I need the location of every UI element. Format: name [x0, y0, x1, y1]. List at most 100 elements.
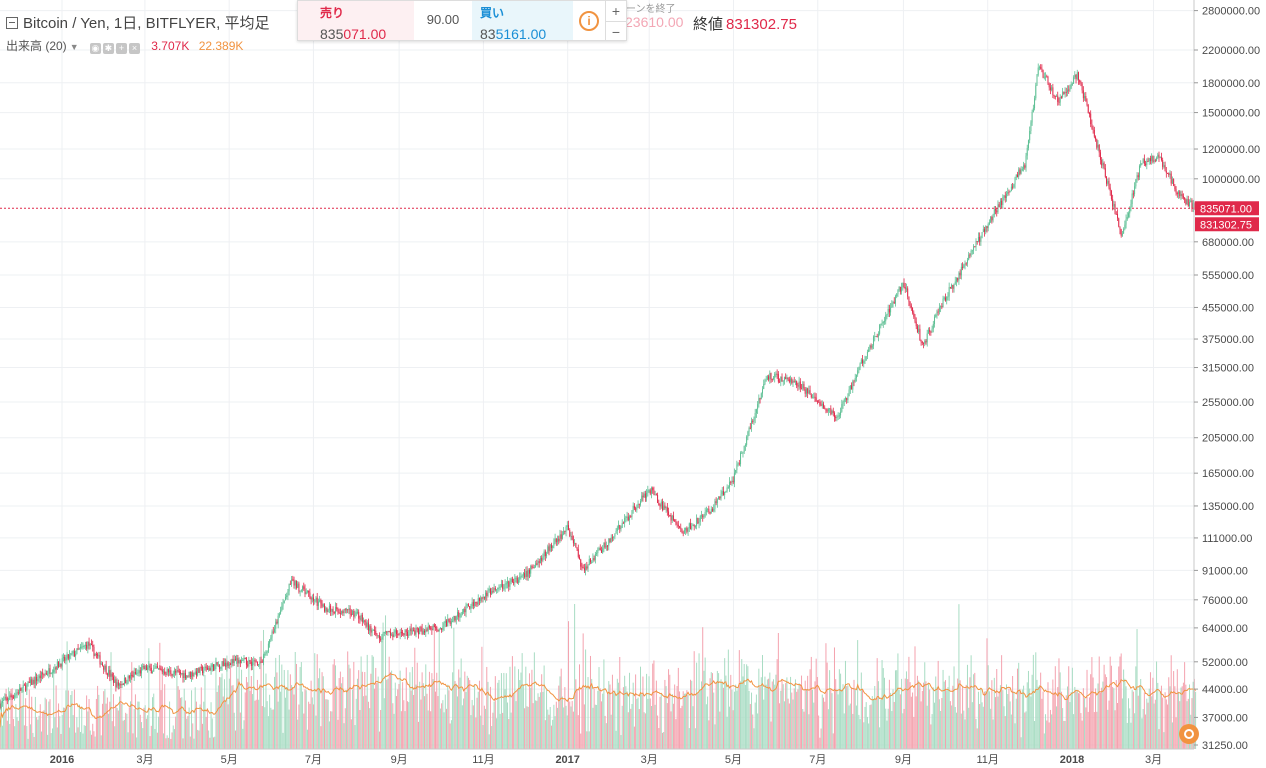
volume-bar: [6, 720, 8, 749]
candle-body: [1090, 113, 1092, 125]
time-axis[interactable]: 2016 3月 5月 7月 9月 11月 2017 3月 5月 7月 9月 11月 2018 3月: [0, 748, 1194, 766]
candle-body: [37, 679, 39, 682]
candle-body: [1147, 160, 1149, 162]
candle-body: [200, 667, 202, 669]
volume-bar: [959, 680, 961, 749]
volume-bar: [1145, 714, 1147, 749]
volume-bar: [629, 672, 631, 749]
candle-body: [598, 548, 600, 550]
volume-bar: [1099, 692, 1101, 749]
candle-body: [1173, 179, 1175, 186]
volume-bar: [452, 672, 454, 749]
candle-body: [685, 527, 687, 531]
volume-bar: [524, 708, 526, 749]
candle-body: [410, 628, 412, 632]
candle-body: [521, 575, 523, 577]
volume-bar: [1157, 682, 1159, 749]
candle-body: [292, 579, 294, 581]
buy-button[interactable]: 買い 835161.00: [472, 1, 573, 42]
candle-body: [735, 470, 737, 473]
candle-body: [912, 307, 914, 313]
volume-bar: [1117, 702, 1119, 749]
candle-body: [1014, 177, 1016, 185]
price-axis[interactable]: 2800000.002200000.001800000.001500000.00…: [1193, 0, 1260, 752]
candle-body: [172, 673, 174, 676]
candle-body: [182, 673, 184, 679]
volume-bar: [732, 710, 734, 749]
volume-bar: [809, 669, 811, 749]
volume-bar: [1012, 675, 1014, 749]
candle-body: [715, 501, 717, 504]
volume-bar: [826, 662, 828, 749]
sell-button[interactable]: 売り 835071.00: [298, 1, 414, 42]
volume-bar: [198, 730, 200, 749]
chevron-down-icon[interactable]: ▼: [69, 42, 79, 52]
candle-body: [1170, 173, 1172, 184]
candle-body: [664, 505, 666, 509]
candle-body: [344, 609, 346, 611]
candle-body: [541, 557, 543, 561]
candle-body: [1080, 82, 1082, 84]
gear-icon[interactable]: ✱: [102, 43, 114, 54]
candle-body: [568, 525, 570, 531]
volume-bar: [991, 680, 993, 749]
candle-body: [812, 397, 814, 399]
candle-body: [821, 403, 823, 406]
price-tick-label: 76000.00: [1202, 595, 1248, 607]
info-button[interactable]: i: [573, 1, 605, 40]
volume-bar: [823, 697, 824, 749]
candle-body: [1038, 67, 1040, 69]
volume-bar: [299, 666, 301, 749]
volume-bar: [576, 689, 578, 749]
candle-body: [973, 246, 975, 251]
candle-body: [701, 515, 702, 517]
candle-body: [147, 667, 149, 670]
volume-bar: [69, 727, 71, 749]
candle-body: [768, 376, 770, 380]
volume-bar: [548, 714, 550, 749]
candle-body: [210, 667, 212, 671]
candle-body: [807, 388, 809, 394]
candle-body: [847, 396, 849, 401]
candle-body: [1103, 162, 1105, 169]
candle-body: [898, 286, 900, 291]
sell-label: 売り: [320, 6, 345, 20]
ghost-value: 23610.00: [625, 14, 684, 30]
candle-body: [341, 611, 343, 614]
volume-bar: [459, 677, 461, 749]
volume-bar: [181, 697, 183, 749]
go-to-realtime-icon[interactable]: [1179, 724, 1199, 744]
candle-body: [470, 607, 472, 609]
volume-bar: [209, 737, 211, 749]
candle-body: [935, 314, 937, 317]
candle-body: [91, 643, 92, 645]
candle-body: [58, 661, 60, 667]
volume-bar: [1076, 689, 1078, 749]
candle-body: [882, 322, 884, 324]
volume-bar: [522, 684, 524, 749]
volume-bar: [144, 705, 146, 749]
candle-body: [191, 672, 193, 678]
eye-icon[interactable]: ◉: [89, 43, 101, 54]
candle-body: [405, 630, 407, 632]
volume-bar: [442, 700, 444, 749]
candle-body: [152, 671, 153, 674]
volume-bar: [835, 679, 837, 749]
collapse-legend-icon[interactable]: [6, 17, 18, 29]
volume-bar: [552, 719, 554, 749]
candle-body: [280, 610, 282, 614]
candle-body: [605, 545, 607, 548]
add-icon[interactable]: +: [115, 43, 127, 54]
volume-bar: [219, 676, 221, 749]
close-icon[interactable]: ×: [128, 43, 140, 54]
volume-bar: [719, 711, 721, 749]
candle-body: [454, 615, 456, 621]
decrease-quantity-button[interactable]: −: [606, 21, 626, 41]
increase-quantity-button[interactable]: +: [611, 3, 621, 19]
candle-body: [170, 670, 172, 675]
candle-body: [67, 654, 69, 659]
candle-body: [498, 587, 500, 589]
volume-bar: [505, 673, 507, 749]
candle-body: [564, 530, 566, 532]
